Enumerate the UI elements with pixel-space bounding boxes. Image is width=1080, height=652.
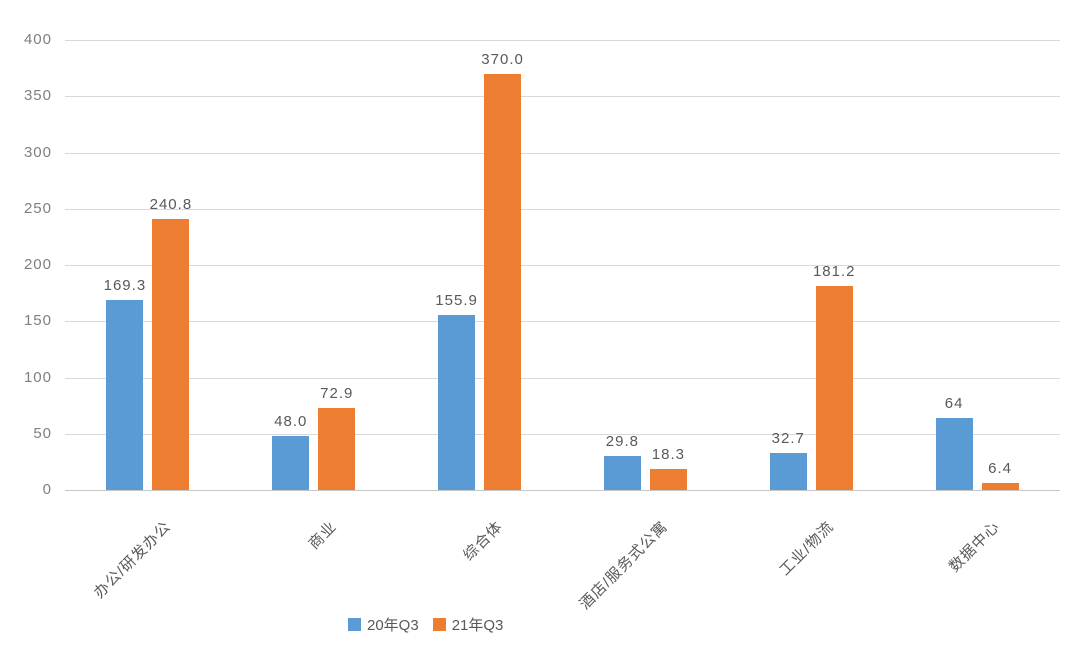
legend: 20年Q3 21年Q3	[348, 614, 503, 635]
x-axis-category-label: 酒店/服务式公寓	[576, 518, 672, 613]
x-axis-category-label: 办公/研发办公	[90, 518, 175, 602]
gridline	[65, 208, 1060, 210]
gridline	[65, 152, 1060, 154]
gridline	[65, 490, 1060, 491]
bar-series2-cat2	[318, 407, 356, 490]
data-label: 32.7	[771, 430, 805, 448]
bar-series2-cat3	[484, 73, 522, 490]
legend-label: 20年Q3	[367, 617, 419, 634]
y-axis-tick-label: 50	[33, 424, 52, 442]
gridline	[65, 377, 1060, 379]
bar-series1-cat1	[106, 299, 144, 490]
y-axis-tick-label: 150	[23, 312, 52, 330]
bar-series1-cat6	[935, 418, 973, 490]
data-label: 6.4	[988, 459, 1012, 477]
legend-swatch-icon	[348, 618, 361, 631]
data-label: 48.0	[274, 413, 308, 430]
legend-item-series2: 21年Q3	[432, 614, 504, 635]
y-axis-tick-label: 300	[23, 143, 52, 161]
bar-series1-cat3	[438, 314, 476, 490]
bar-series1-cat5	[769, 453, 807, 490]
data-label: 155.9	[435, 291, 478, 309]
gridline	[65, 433, 1060, 435]
gridline	[65, 265, 1060, 266]
bar-series2-cat5	[815, 286, 853, 490]
y-axis-tick-label: 250	[23, 199, 52, 217]
y-axis-tick-label: 200	[23, 256, 52, 273]
y-axis-tick-label: 0	[42, 481, 52, 498]
data-label: 18.3	[651, 446, 685, 464]
data-label: 240.8	[149, 196, 193, 214]
gridline	[65, 321, 1060, 323]
legend-swatch-icon	[432, 618, 446, 631]
x-axis-category-label: 数据中心	[945, 518, 1004, 576]
data-label: 370.0	[481, 50, 524, 68]
x-axis-category-label: 工业/物流	[776, 518, 838, 580]
gridline	[65, 96, 1060, 98]
data-label: 181.2	[812, 263, 856, 281]
data-label: 64	[944, 395, 964, 412]
data-label: 29.8	[605, 433, 639, 451]
bar-series2-cat4	[649, 469, 687, 490]
bar-series1-cat4	[603, 456, 641, 490]
bar-series2-cat6	[981, 482, 1019, 490]
legend-label: 21年Q3	[451, 617, 504, 634]
y-axis-tick-label: 100	[23, 368, 52, 386]
data-label: 72.9	[320, 384, 354, 402]
x-axis-category-label: 商业	[305, 518, 340, 553]
x-axis-category-label: 综合体	[459, 518, 506, 565]
bar-series1-cat2	[272, 436, 310, 490]
legend-item-series1: 20年Q3	[348, 614, 419, 635]
data-label: 169.3	[103, 276, 147, 294]
gridline	[65, 40, 1060, 41]
y-axis-tick-label: 400	[23, 31, 52, 48]
bar-series2-cat1	[152, 219, 190, 490]
y-axis-tick-label: 350	[23, 87, 52, 105]
